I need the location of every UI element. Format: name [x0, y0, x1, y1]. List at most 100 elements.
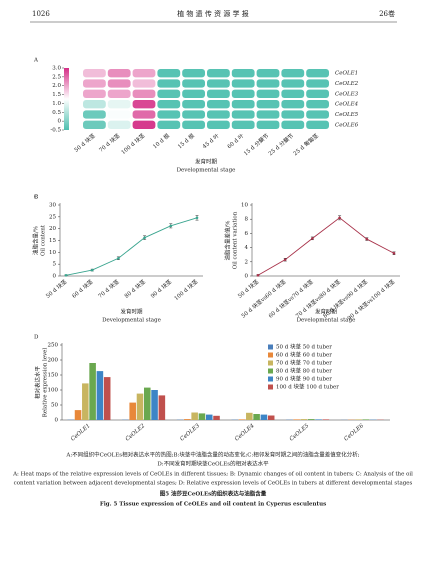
heatmap-cell	[306, 79, 329, 88]
heatmap-cell	[83, 69, 106, 78]
colorbar-tick-label: 0	[58, 119, 62, 125]
x-tick-label: CeOLE2	[125, 423, 147, 443]
caption-line: A:不同组织中CeOLEs相对表达水平的热图;B:块茎中油脂含量的动态变化;C:…	[65, 451, 359, 459]
x-axis-title: 发育时期	[120, 308, 143, 316]
x-tick-label: 10 d 根	[151, 131, 171, 150]
y-tick-label: 150	[48, 373, 59, 379]
heatmap-cell	[132, 79, 156, 88]
heatmap-cell	[182, 120, 205, 129]
heatmap-cell	[281, 89, 305, 98]
legend-label: 60 d 块茎 60 d tuber	[276, 351, 332, 359]
bar	[151, 390, 158, 420]
colorbar-tick-label: 0.5	[52, 110, 61, 116]
y-tick-label: 5	[53, 262, 57, 268]
heatmap-cell	[231, 100, 255, 109]
legend-label: 50 d 块茎 50 d tuber	[276, 343, 332, 351]
x-tick-label: 15 d 分蘖节	[242, 131, 271, 157]
heatmap-cell	[256, 79, 280, 88]
heatmap-cell	[231, 120, 255, 129]
bar	[267, 415, 275, 420]
data-point	[338, 216, 341, 220]
x-axis-title: 发育时期	[315, 308, 338, 316]
data-point	[117, 256, 120, 260]
colorbar-tick-label: 1.5	[52, 92, 61, 98]
legend-label: 70 d 块茎 70 d tuber	[276, 359, 332, 367]
heatmap-cell	[306, 120, 329, 129]
journal-name: 植 物 遗 传 资 源 学 报	[177, 9, 249, 18]
heatmap-cell	[207, 100, 230, 109]
bar	[184, 419, 191, 420]
x-tick-label: 50 d 块茎	[72, 131, 97, 154]
bar	[74, 410, 82, 420]
bar	[293, 419, 300, 420]
y-tick-label: 10	[241, 203, 248, 209]
bar	[89, 363, 96, 420]
panel-label: D	[34, 335, 39, 341]
panel-label: A	[33, 58, 39, 64]
bar	[315, 419, 322, 420]
heatmap-cell	[132, 110, 156, 119]
x-tick-label: 90 d 块茎vs100 d 块茎	[346, 277, 397, 322]
heatmap-cell	[107, 100, 131, 109]
heatmap-cell	[83, 89, 106, 98]
colorbar	[64, 68, 69, 130]
heatmap-cell	[306, 100, 329, 109]
colorbar-tick-label: 1.0	[52, 101, 61, 107]
x-tick-label: 70 d 块茎	[97, 131, 122, 154]
heatmap-cell	[182, 110, 205, 119]
data-point	[392, 251, 396, 255]
y-tick-label: 6	[245, 231, 249, 237]
y-tick-label: 50	[51, 403, 58, 409]
y-tick-label: 30	[49, 203, 56, 209]
heatmap-cell	[231, 110, 255, 119]
heatmap-cell	[256, 110, 280, 119]
heatmap-cell	[157, 100, 181, 109]
x-tick-label: 50 d 块茎vs60 d 块茎	[239, 277, 287, 319]
row-label: CeOLE3	[335, 91, 359, 97]
bar	[136, 393, 144, 420]
y-tick-label: 20	[49, 226, 56, 232]
bar	[103, 377, 111, 420]
heatmap-cell	[83, 100, 106, 109]
heatmap-cell	[157, 120, 181, 129]
heatmap-cell	[157, 69, 181, 78]
heatmap-cell	[132, 120, 156, 129]
data-point	[90, 268, 94, 272]
x-axis-title-en: Developmental stage	[102, 318, 161, 324]
data-line	[257, 217, 395, 276]
data-point	[169, 224, 173, 228]
bar	[260, 414, 268, 420]
x-tick-label: 60 d 块茎vs70 d 块茎	[267, 277, 315, 319]
y-tick-label: 200	[48, 358, 59, 364]
bar	[191, 412, 198, 420]
heatmap-cell	[281, 79, 305, 88]
y-axis-title: 油脂含量差值/%	[224, 220, 232, 260]
row-label: CeOLE6	[335, 122, 359, 128]
bar	[362, 419, 370, 420]
y-axis-title: 油脂含量/%	[32, 226, 40, 255]
y-tick-label: 2	[245, 259, 249, 265]
heatmap-cell	[107, 89, 131, 98]
data-point	[365, 237, 369, 241]
bar	[246, 412, 253, 420]
x-axis-title-en: Developmental stage	[297, 318, 356, 324]
y-tick-label: 15	[49, 238, 56, 244]
heatmap-cell	[182, 100, 205, 109]
heatmap-cell	[182, 89, 205, 98]
legend-label: 90 d 块茎 90 d tuber	[276, 375, 332, 383]
bar	[198, 413, 206, 420]
colorbar-tick-label: 2.0	[52, 83, 61, 89]
x-tick-label: 60 d 块茎	[70, 277, 95, 300]
bar	[96, 371, 104, 420]
data-point	[195, 216, 199, 220]
x-tick-label: 15 d 根	[176, 131, 196, 150]
heatmap-cell	[207, 120, 230, 129]
panel-label: B	[34, 195, 38, 201]
bar	[253, 414, 260, 420]
y-tick-label: 4	[245, 245, 249, 251]
heatmap-cell	[132, 69, 156, 78]
row-label: CeOLE4	[335, 102, 359, 108]
x-tick-label: 60 d 叶	[225, 131, 245, 150]
bar	[82, 383, 89, 420]
